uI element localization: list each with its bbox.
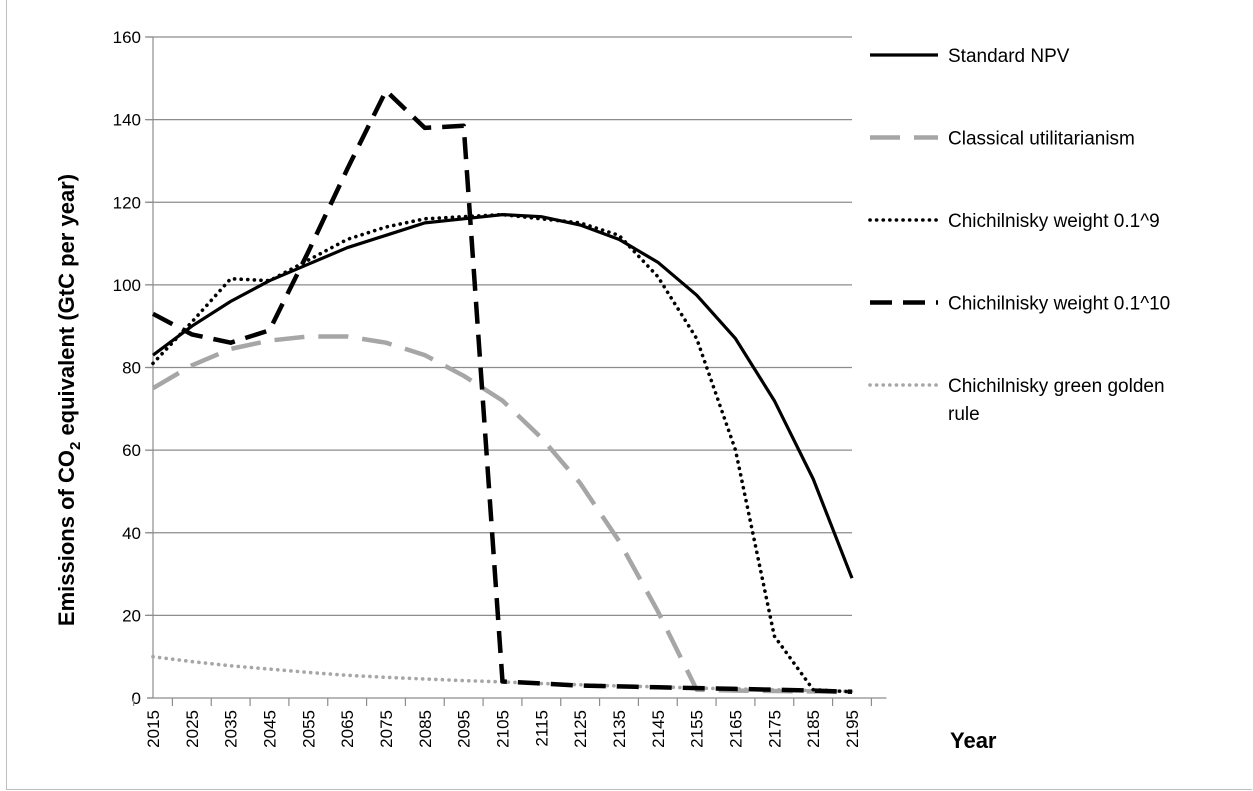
y-tick-label: 120 — [113, 193, 141, 212]
y-tick-label: 20 — [122, 606, 141, 625]
x-tick-label: 2175 — [765, 710, 784, 748]
x-tick-label: 2125 — [571, 710, 590, 748]
y-axis-label-rest: equivalent (GtC per year) — [54, 174, 79, 442]
y-tick-label: 0 — [132, 689, 141, 708]
x-tick-label: 2105 — [494, 710, 513, 748]
x-axis-ticks: 2015 2025 2035 2045 2055 2065 2075 2085 2095 2105… — [132, 698, 873, 748]
chart-frame — [6, 0, 1252, 790]
x-tick-label: 2095 — [455, 710, 474, 748]
y-axis-label-main: Emissions of CO — [54, 450, 79, 626]
x-tick-label: 2025 — [183, 710, 202, 748]
y-axis-ticks: 0 20 40 60 80 100 120 140 160 — [113, 28, 153, 708]
legend-label: Standard NPV — [948, 46, 1070, 67]
series-lines — [151, 88, 854, 695]
x-tick-label: 2115 — [532, 710, 551, 747]
x-tick-label: 2145 — [649, 710, 668, 748]
x-tick-label: 2165 — [727, 710, 746, 748]
y-tick-label: 60 — [122, 441, 141, 460]
series-line-chichilnisky-weight-0-1-9 — [151, 212, 854, 694]
x-tick-label: 2195 — [843, 710, 862, 748]
x-tick-label: 2015 — [144, 710, 163, 748]
x-tick-label: 2085 — [416, 710, 435, 748]
x-tick-label: 2035 — [222, 710, 241, 748]
x-tick-label: 2075 — [377, 710, 396, 748]
gridlines — [145, 36, 852, 616]
legend-label: Classical utilitarianism — [948, 129, 1135, 150]
x-tick-label: 2135 — [610, 710, 629, 748]
y-axis-label: Emissions of CO2 equivalent (GtC per yea… — [54, 174, 84, 626]
y-tick-label: 160 — [113, 28, 141, 47]
x-tick-label: 2045 — [261, 710, 280, 748]
legend-label: Chichilnisky green golden — [948, 376, 1165, 397]
y-tick-label: 40 — [122, 524, 141, 543]
legend: Standard NPV Classical utilitarianism Chic… — [868, 46, 1170, 425]
x-axis-label: Year — [950, 728, 997, 753]
x-tick-label: 2065 — [338, 710, 357, 748]
y-axis-label-subscript: 2 — [67, 442, 84, 450]
y-tick-label: 100 — [113, 276, 141, 295]
legend-label: Chichilnisky weight 0.1^9 — [948, 211, 1160, 232]
y-tick-label: 140 — [113, 111, 141, 130]
legend-label-continued: rule — [948, 404, 980, 425]
x-tick-label: 2185 — [804, 710, 823, 748]
legend-label: Chichilnisky weight 0.1^10 — [948, 294, 1170, 315]
x-tick-label: 2055 — [299, 710, 318, 748]
y-tick-label: 80 — [122, 359, 141, 378]
series-line-standard-npv — [152, 213, 854, 579]
x-tick-label: 2155 — [688, 710, 707, 748]
series-line-chichilnisky-weight-0-1-10 — [151, 88, 853, 695]
